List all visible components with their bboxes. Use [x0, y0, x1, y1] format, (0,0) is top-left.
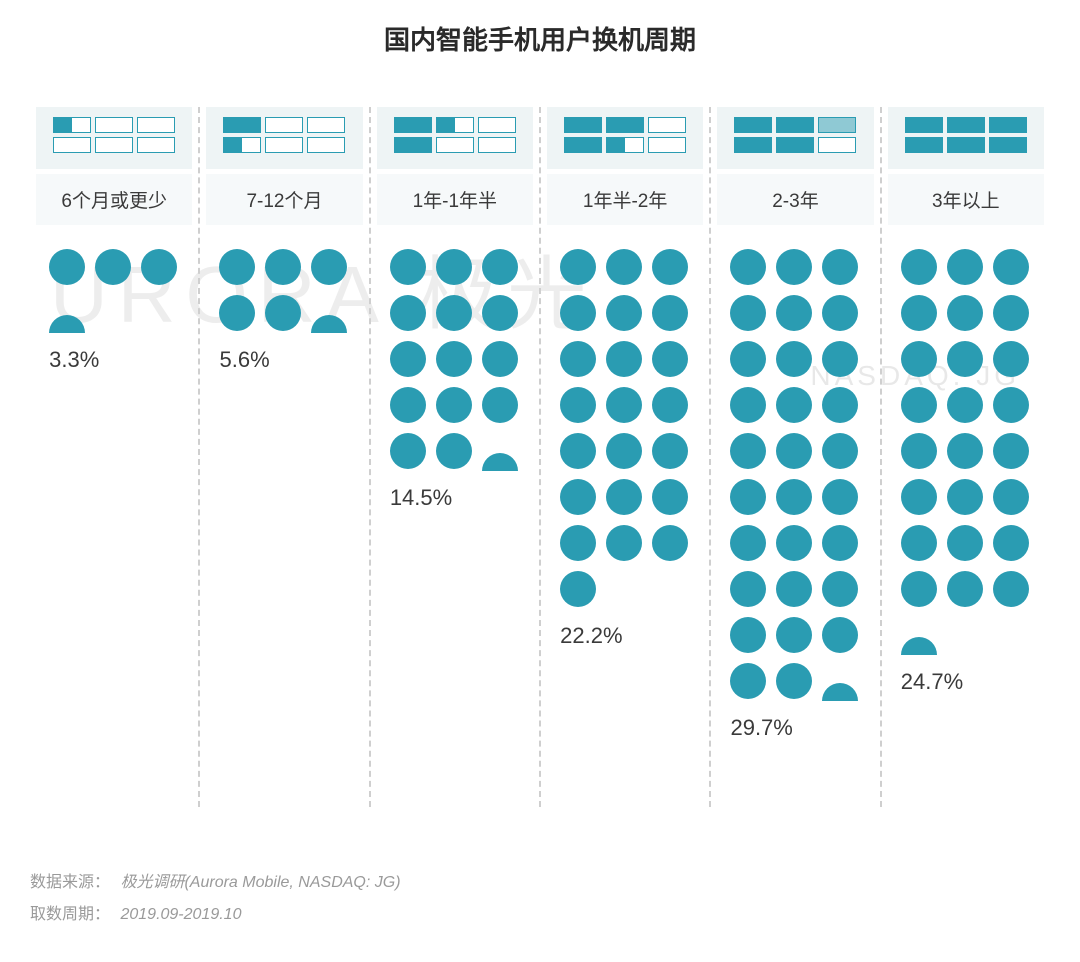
category-header [36, 107, 192, 169]
header-bar-icon [905, 117, 1027, 153]
chart-column: 1年半-2年 22.2% [541, 107, 711, 807]
source-label: 数据来源： [30, 874, 110, 891]
chart-column: 3年以上 24.7% [882, 107, 1050, 807]
chart-column: 6个月或更少 3.3% [30, 107, 200, 807]
chart-column: 7-12个月 5.6% [200, 107, 370, 807]
header-bar-icon [734, 117, 856, 153]
category-label: 1年-1年半 [377, 173, 533, 225]
percent-label: 22.2% [560, 623, 622, 649]
chart-column: 2-3年 29.7% [711, 107, 881, 807]
category-label: 7-12个月 [206, 173, 362, 225]
category-header [547, 107, 703, 169]
header-bar-icon [564, 117, 686, 153]
period-label: 取数周期： [30, 906, 110, 923]
dot-grid [901, 249, 1031, 655]
dot-grid [730, 249, 860, 701]
header-bar-icon [394, 117, 516, 153]
percent-label: 24.7% [901, 669, 963, 695]
category-label: 2-3年 [717, 173, 873, 225]
category-header [377, 107, 533, 169]
category-header [717, 107, 873, 169]
category-header [888, 107, 1044, 169]
percent-label: 29.7% [730, 715, 792, 741]
percent-label: 5.6% [219, 347, 269, 373]
chart-title: 国内智能手机用户换机周期 [30, 20, 1050, 57]
header-bar-icon [223, 117, 345, 153]
dot-grid [49, 249, 179, 333]
source-value: 极光调研(Aurora Mobile, NASDAQ: JG) [120, 874, 400, 891]
dot-grid [560, 249, 690, 609]
period-value: 2019.09-2019.10 [120, 906, 241, 923]
category-label: 3年以上 [888, 173, 1044, 225]
dot-grid [219, 249, 349, 333]
percent-label: 14.5% [390, 485, 452, 511]
chart-footer: 数据来源： 极光调研(Aurora Mobile, NASDAQ: JG) 取数… [30, 867, 1050, 931]
dot-grid [390, 249, 520, 471]
percent-label: 3.3% [49, 347, 99, 373]
chart-column: 1年-1年半 14.5% [371, 107, 541, 807]
header-bar-icon [53, 117, 175, 153]
category-header [206, 107, 362, 169]
category-label: 6个月或更少 [36, 173, 192, 225]
category-label: 1年半-2年 [547, 173, 703, 225]
pictogram-chart: 6个月或更少 3.3% 7-12个月 5.6% 1年-1年半 14.5% 1年半-2年 22.… [30, 107, 1050, 807]
